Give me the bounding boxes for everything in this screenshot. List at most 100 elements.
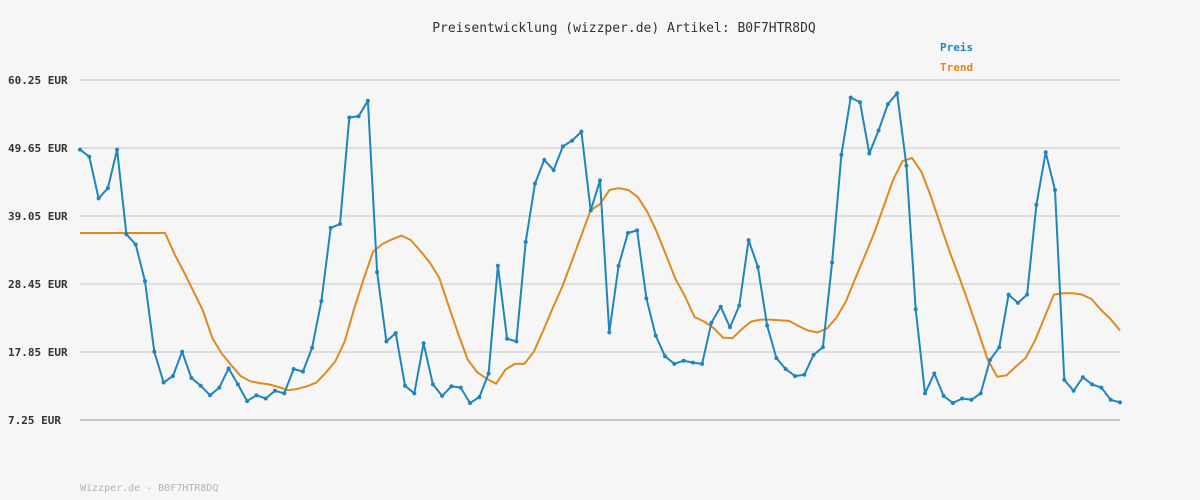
- price-point: [403, 383, 407, 388]
- trend-series-line: [80, 156, 1121, 392]
- price-point: [969, 397, 974, 402]
- price-point: [941, 393, 946, 398]
- price-point: [895, 91, 900, 96]
- price-point: [180, 349, 185, 354]
- price-point: [254, 393, 259, 398]
- price-point: [170, 374, 175, 379]
- price-point: [1053, 188, 1057, 192]
- price-point: [495, 263, 500, 268]
- price-point: [347, 115, 352, 120]
- price-point: [245, 399, 250, 404]
- price-point: [709, 320, 714, 325]
- price-point: [672, 361, 677, 366]
- price-point: [848, 95, 853, 100]
- price-point: [319, 299, 324, 303]
- price-point: [523, 240, 528, 244]
- price-point: [217, 385, 222, 390]
- price-point: [356, 114, 361, 119]
- price-point: [839, 152, 844, 157]
- price-point: [161, 380, 166, 385]
- series-layer: [78, 91, 1122, 405]
- price-point: [1034, 202, 1039, 207]
- price-point: [338, 222, 342, 226]
- price-point: [235, 382, 240, 387]
- price-point: [681, 358, 686, 363]
- chart-title: Preisentwicklung (wizzper.de) Artikel: B…: [432, 21, 816, 36]
- price-point: [820, 345, 825, 350]
- price-point: [328, 225, 333, 230]
- footer-credit: Wizzper.de - B0F7HTR8DQ: [80, 483, 218, 494]
- price-point: [542, 157, 547, 162]
- price-point: [87, 154, 92, 159]
- price-point: [208, 393, 212, 398]
- price-point: [412, 391, 417, 396]
- y-tick-label: 17.85 EUR: [8, 346, 68, 359]
- price-point: [932, 371, 937, 376]
- price-point: [505, 336, 510, 341]
- price-point: [115, 147, 120, 152]
- price-point: [365, 98, 370, 103]
- price-point: [375, 270, 380, 275]
- price-point: [793, 374, 797, 379]
- price-point: [904, 163, 909, 168]
- price-point: [588, 208, 593, 213]
- price-point: [737, 303, 742, 308]
- y-axis-tick-labels: 60.25 EUR 49.65 EUR 39.05 EUR 28.45 EUR 17.8…: [8, 74, 68, 427]
- price-point: [300, 369, 305, 374]
- price-point: [189, 376, 194, 380]
- y-tick-label: 49.65 EUR: [8, 142, 68, 155]
- price-point: [226, 366, 231, 371]
- y-tick-label: 39.05 EUR: [8, 210, 68, 223]
- price-point: [867, 151, 872, 156]
- price-point: [746, 238, 751, 243]
- price-point: [477, 395, 482, 400]
- price-point: [978, 391, 983, 396]
- price-point: [152, 349, 157, 354]
- price-point: [635, 228, 640, 233]
- price-point: [273, 388, 277, 393]
- price-point: [783, 367, 788, 371]
- price-point: [728, 325, 732, 330]
- price-point: [607, 330, 612, 335]
- price-point: [1062, 377, 1067, 382]
- price-point: [570, 138, 575, 143]
- legend-trend: Trend: [940, 61, 973, 74]
- price-point: [1025, 292, 1030, 297]
- price-point: [384, 339, 389, 344]
- price-point: [468, 401, 472, 405]
- price-point: [858, 100, 862, 105]
- price-point: [78, 147, 82, 152]
- y-tick-label: 28.45 EUR: [8, 278, 68, 291]
- price-point: [830, 260, 835, 265]
- price-point: [1090, 382, 1095, 387]
- price-point: [1118, 400, 1122, 405]
- price-point: [663, 354, 667, 359]
- price-point: [690, 360, 695, 365]
- price-point: [551, 168, 556, 173]
- price-point: [393, 331, 398, 336]
- price-point: [718, 304, 723, 309]
- price-point: [1080, 375, 1085, 380]
- price-point: [486, 371, 491, 376]
- price-point: [1015, 300, 1020, 305]
- price-point: [876, 128, 881, 133]
- price-point: [913, 307, 918, 312]
- price-point: [988, 358, 992, 362]
- price-point: [105, 186, 110, 191]
- price-point: [430, 382, 435, 387]
- price-point: [950, 401, 955, 405]
- price-point: [263, 396, 268, 401]
- price-point: [310, 345, 315, 350]
- y-tick-label: 7.25 EUR: [8, 414, 61, 427]
- price-point: [885, 102, 890, 107]
- price-point: [1043, 150, 1048, 155]
- price-point: [802, 372, 807, 377]
- price-point: [133, 242, 138, 247]
- price-point: [1099, 385, 1104, 390]
- price-series-line: [79, 92, 1121, 404]
- price-point: [1108, 397, 1113, 402]
- price-point: [1006, 292, 1011, 297]
- price-point: [700, 361, 705, 366]
- grid-lines: [80, 79, 1120, 353]
